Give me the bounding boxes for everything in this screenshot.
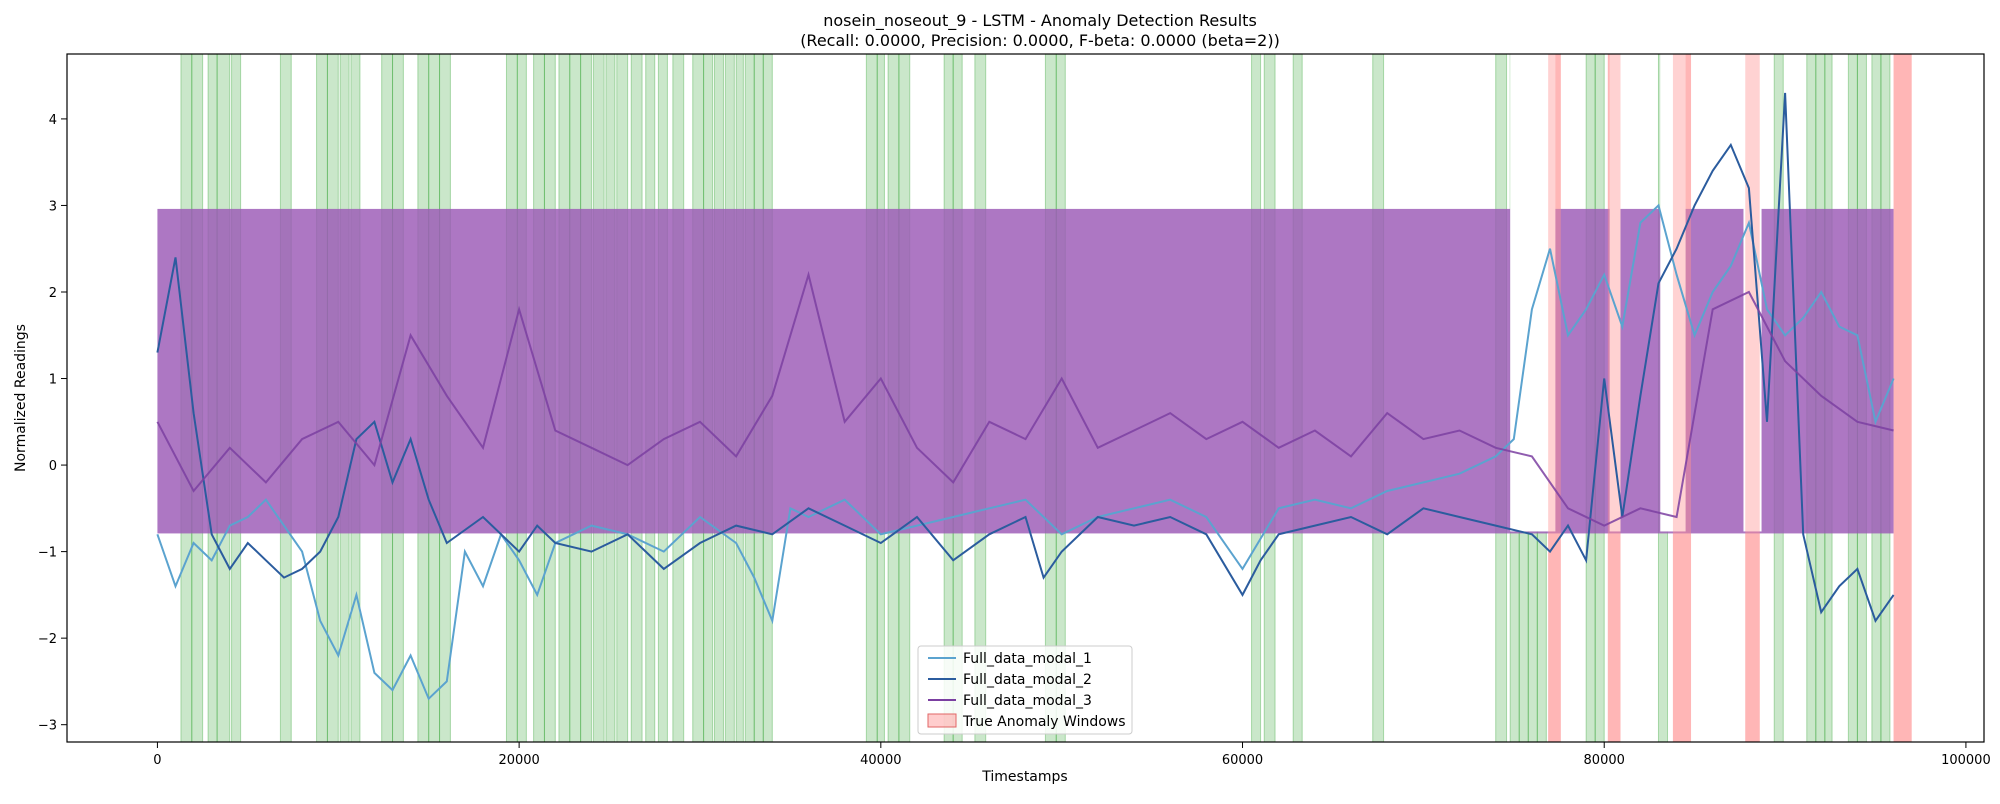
legend-label-series-3: Full_data_modal_3 xyxy=(963,693,1092,709)
series-line-3 xyxy=(156,270,1894,527)
x-axis-label: Timestamps xyxy=(981,769,1067,785)
x-tick-label-5: 100000 xyxy=(1941,753,1991,768)
y-tick-label-6: 3 xyxy=(49,199,57,214)
y-tick-label-7: 4 xyxy=(49,113,57,128)
modal-3-flat-region-0 xyxy=(1510,54,1556,532)
x-tick-label-2: 40000 xyxy=(860,753,901,768)
series-line-1 xyxy=(156,203,1895,701)
true-anomaly-window-overlay-0 xyxy=(1548,54,1561,742)
y-tick-label-2: −1 xyxy=(38,546,57,561)
modal-3-oscillation-band xyxy=(157,208,1894,534)
legend: Full_data_modal_1 Full_data_modal_2 Full… xyxy=(917,645,1133,735)
x-tick-label-4: 80000 xyxy=(1584,753,1625,768)
true-anomaly-window-overlay-2 xyxy=(1672,54,1692,742)
modal-3-flat-region-3 xyxy=(1743,54,1762,532)
x-tick-label-0: 0 xyxy=(153,753,161,768)
legend-label-series-1: Full_data_modal_1 xyxy=(963,651,1092,667)
legend-swatch-anomaly xyxy=(927,713,957,728)
chart-title-line-1: nosein_noseout_9 - LSTM - Anomaly Detect… xyxy=(823,11,1257,31)
true-anomaly-window-4 xyxy=(1893,54,1912,742)
series-line-2 xyxy=(156,92,1895,623)
y-tick-label-5: 2 xyxy=(49,286,57,301)
true-anomaly-window-overlay-1 xyxy=(1607,54,1621,742)
y-tick-label-1: −2 xyxy=(38,632,57,647)
true-anomaly-window-overlay-3 xyxy=(1745,54,1760,742)
plot-frame xyxy=(66,53,1985,743)
legend-box xyxy=(917,645,1133,735)
plot-area xyxy=(156,54,1912,742)
x-tick-label-3: 60000 xyxy=(1222,753,1263,768)
chart-title-line-2: (Recall: 0.0000, Precision: 0.0000, F-be… xyxy=(800,31,1280,50)
y-axis-label: Normalized Readings xyxy=(13,324,29,472)
y-tick-label-0: −3 xyxy=(38,719,57,734)
legend-label-series-2: Full_data_modal_2 xyxy=(963,672,1092,688)
y-axis: −3 −2 −1 0 1 2 3 4 xyxy=(38,113,67,734)
x-axis: 0 20000 40000 60000 80000 100000 xyxy=(153,742,1991,768)
y-tick-label-4: 1 xyxy=(49,373,57,388)
y-tick-label-3: 0 xyxy=(49,459,57,474)
x-tick-label-1: 20000 xyxy=(498,753,539,768)
true-anomaly-window-overlay-4 xyxy=(1893,54,1912,742)
modal-3-flat-region-1 xyxy=(1609,54,1621,532)
legend-label-anomaly: True Anomaly Windows xyxy=(962,714,1126,730)
